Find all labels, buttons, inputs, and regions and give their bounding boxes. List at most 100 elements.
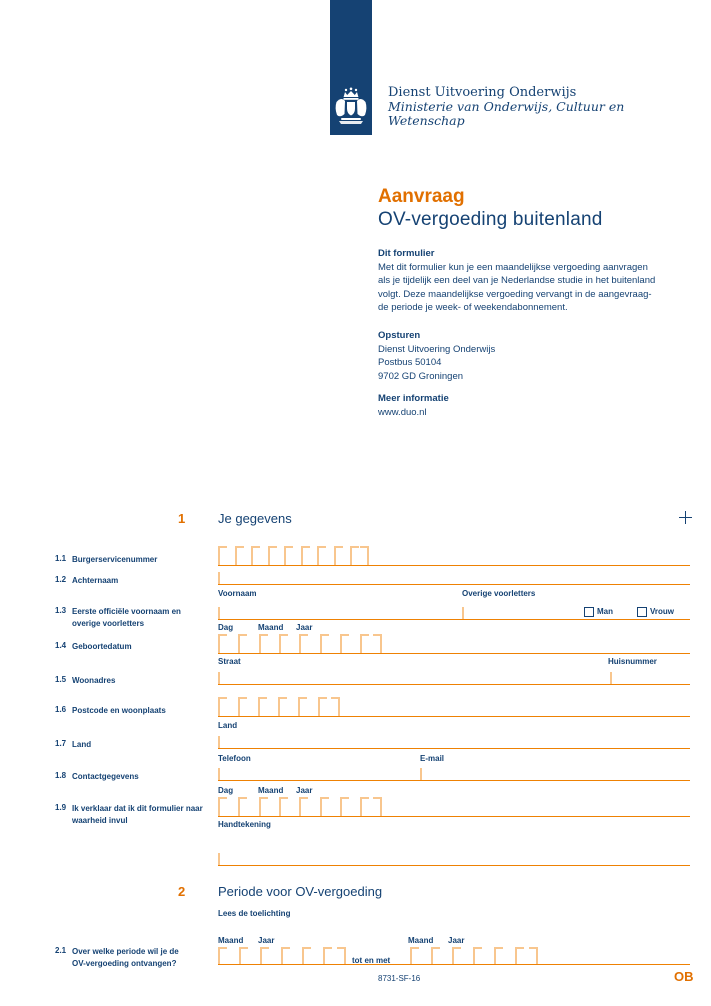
comb-tick (319, 797, 329, 816)
page-code: OB (674, 969, 694, 984)
section2-number: 2 (178, 884, 186, 899)
comb-tick (323, 947, 332, 964)
comb-tick (529, 947, 538, 964)
send-address: Dienst Uitvoering Onderwijs Postbus 5010… (378, 343, 495, 383)
achternaam-input-line[interactable] (218, 584, 690, 585)
comb-tick (218, 634, 227, 653)
periode-van-boxes-input[interactable] (218, 947, 346, 964)
man-checkbox-label: Man (597, 607, 613, 616)
rijksoverheid-logo-block (330, 0, 372, 135)
contact-input-line[interactable] (218, 780, 690, 781)
handtekening-input-line[interactable] (218, 865, 690, 866)
coat-of-arms-icon (335, 87, 367, 124)
land-input-line[interactable] (218, 748, 690, 749)
comb-tick (515, 947, 524, 964)
comb-tick (373, 634, 383, 653)
line-start-tick (218, 736, 220, 748)
geboortedatum-line[interactable] (218, 653, 690, 654)
form-kicker: Aanvraag (378, 186, 465, 207)
field-number: 1.2 (55, 575, 67, 584)
section2-title: Periode voor OV-vergoeding (218, 884, 383, 899)
intro-line: als je tijdelijk een deel van je Nederla… (378, 275, 656, 287)
comb-tick (302, 947, 311, 964)
comb-tick (333, 546, 343, 565)
postcode-boxes-input[interactable] (218, 697, 340, 716)
comb-tick (238, 634, 248, 653)
logo-wordmark: Dienst Uitvoering Onderwijs Ministerie v… (388, 86, 624, 128)
woonadres-input-line[interactable] (218, 684, 690, 685)
email-sublabel: E-mail (420, 754, 445, 763)
field-number: 1.3 (55, 606, 67, 615)
periode-tot-boxes-input[interactable] (410, 947, 538, 964)
register-mark-icon (679, 511, 692, 524)
line-split-tick (420, 768, 422, 780)
field-label-woonadres: Woonadres (72, 676, 116, 685)
verklaring-datum-boxes-input[interactable] (218, 797, 383, 816)
field-number: 2.1 (55, 946, 67, 955)
vrouw-checkbox-label: Vrouw (650, 607, 675, 616)
comb-tick (298, 697, 307, 716)
comb-tick (278, 697, 287, 716)
field-number: 1.8 (55, 771, 67, 780)
dag-sublabel: Dag (218, 623, 234, 632)
line-start-tick (218, 768, 220, 780)
intro-paragraph: Met dit formulier kun je een maandelijks… (378, 261, 700, 315)
comb-tick (284, 546, 293, 565)
comb-tick (299, 797, 309, 816)
duo-url: www.duo.nl (378, 407, 427, 418)
vrouw-checkbox[interactable] (637, 607, 647, 617)
bsn-boxes-input[interactable] (218, 546, 369, 565)
maand-sublabel: Maand (218, 936, 244, 945)
send-heading: Opsturen (378, 330, 421, 341)
send-line: 9702 GD Groningen (378, 370, 464, 382)
comb-tick (238, 697, 247, 716)
comb-tick (239, 947, 248, 964)
man-checkbox[interactable] (584, 607, 594, 617)
maand-sublabel: Maand (258, 623, 284, 632)
send-line: Postbus 50104 (378, 357, 442, 369)
section2-note: Lees de toelichting (218, 909, 291, 918)
line-start-tick (218, 607, 220, 619)
intro-line: volgt. Deze maandelijkse vergoeding verv… (378, 288, 652, 300)
dag-sublabel: Dag (218, 786, 234, 795)
jaar-sublabel: Jaar (448, 936, 465, 945)
field-label-geboortedatum: Geboortedatum (72, 642, 132, 651)
voornaam-input-line[interactable] (218, 619, 690, 620)
comb-tick (339, 797, 349, 816)
comb-tick (331, 697, 340, 716)
voornaam-sublabel: Voornaam (218, 589, 257, 598)
field-label-land: Land (72, 740, 92, 749)
field-number: 1.9 (55, 803, 67, 812)
comb-tick (431, 947, 440, 964)
comb-tick (267, 546, 277, 565)
comb-tick (360, 797, 370, 816)
field-label-achternaam: Achternaam (72, 576, 119, 585)
comb-tick (339, 634, 349, 653)
field-number: 1.6 (55, 705, 67, 714)
comb-tick (260, 947, 269, 964)
intro-line: Met dit formulier kun je een maandelijks… (378, 262, 648, 273)
line-split-tick (610, 672, 612, 684)
comb-tick (373, 797, 383, 816)
field-number: 1.4 (55, 641, 67, 650)
form-title: OV-vergoeding buitenland (378, 209, 603, 230)
logo-ministry-line1: Ministerie van Onderwijs, Cultuur en (388, 99, 625, 114)
land-sublabel: Land (218, 721, 238, 730)
periode-input-line[interactable] (218, 964, 690, 965)
straat-sublabel: Straat (218, 657, 241, 666)
send-line: Dienst Uitvoering Onderwijs (378, 344, 496, 355)
bsn-line[interactable] (218, 565, 690, 566)
comb-tick (258, 697, 267, 716)
huisnummer-sublabel: Huisnummer (608, 657, 657, 666)
verklaring-datum-line[interactable] (218, 816, 690, 817)
jaar-sublabel: Jaar (296, 786, 313, 795)
field-label-voornaam: Eerste officiële voornaam en overige voo… (72, 607, 181, 628)
line-split-tick (462, 607, 464, 619)
geboortedatum-boxes-input[interactable] (218, 634, 383, 653)
comb-tick (218, 546, 227, 565)
comb-tick (278, 797, 288, 816)
logo-ministry-line2: Wetenschap (388, 113, 465, 128)
postcode-input-line[interactable] (218, 716, 690, 717)
field-number: 1.1 (55, 554, 67, 563)
